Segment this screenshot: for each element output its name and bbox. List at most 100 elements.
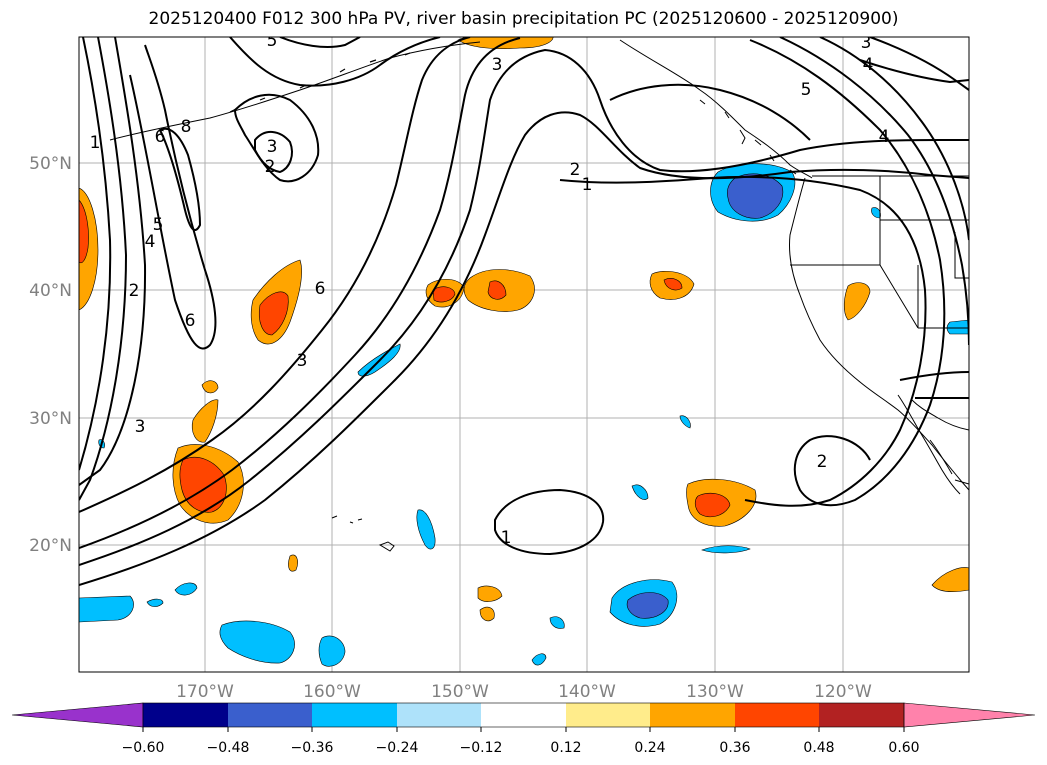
lon-labels: 170°W 160°W 150°W 140°W 130°W 120°W: [176, 682, 872, 702]
contour-label: 8: [181, 117, 192, 137]
neg-region-g: [631, 484, 649, 500]
pos-region-small-d: [288, 554, 298, 572]
contour-label: 3: [297, 351, 308, 371]
aleutian-islands: [229, 52, 411, 113]
contour-label: 3: [135, 417, 146, 437]
colorbar-tick-label: −0.12: [460, 740, 503, 756]
colorbar-segment: [650, 703, 735, 727]
hawaii: [331, 515, 395, 552]
pos-region-streak: [191, 399, 219, 443]
pos-core-142w: [663, 278, 683, 291]
colorbar-tick-label: 0.36: [719, 740, 750, 756]
lat-label: 50°N: [29, 154, 72, 174]
coastlines: [109, 39, 969, 552]
neg-region-m: [871, 207, 881, 219]
contour-far-left-a: [79, 37, 112, 471]
contour-jet-1: [79, 48, 969, 566]
neg-region-b: [318, 635, 346, 667]
mexico-coast: [929, 439, 969, 485]
lat-labels: 50°N 40°N 30°N 20°N: [29, 154, 72, 556]
contour-label: 2: [265, 157, 276, 177]
colorbar-tick-label: −0.24: [376, 740, 419, 756]
pv-contours: [79, 37, 969, 586]
lat-label: 40°N: [29, 281, 72, 301]
pos-region-coast: [843, 282, 871, 321]
contour-ridge-a: [233, 93, 320, 183]
contour-ridge-b: [254, 131, 293, 174]
contour-label: 5: [153, 215, 164, 235]
contour-east-2: [749, 39, 946, 507]
contour-east-3: [869, 37, 969, 91]
contour-label: 5: [267, 31, 278, 51]
contour-label: 2: [129, 281, 140, 301]
pos-core-dateline: [179, 456, 227, 513]
pos-region-north: [457, 37, 554, 50]
pos-core-130w: [694, 493, 731, 517]
contour-jet-4: [79, 37, 471, 513]
aleutian-chain: [109, 41, 481, 141]
baja-peninsula: [897, 394, 961, 495]
contour-label: 3: [492, 55, 503, 75]
contour-label: 4: [863, 55, 874, 75]
colorbar-tick-label: −0.60: [122, 740, 165, 756]
lon-label: 150°W: [431, 682, 489, 702]
precip-shading: [79, 37, 969, 667]
colorbar-segment: [312, 703, 397, 727]
contour-pacnw-loop: [609, 83, 811, 141]
colorbar-tick-label: 0.24: [634, 740, 665, 756]
contour-trough-8: [158, 127, 202, 231]
gulf-of-california: [911, 399, 969, 431]
contour-north-5: [279, 37, 361, 48]
lon-label: 120°W: [814, 682, 872, 702]
colorbar-tick-label: 0.12: [550, 740, 581, 756]
colorbar-frame: [142, 702, 905, 728]
contour-label: 6: [315, 279, 326, 299]
colorbar-segment: [143, 703, 228, 727]
pos-core-150w-a: [432, 286, 456, 303]
contour-inner-trough: [129, 44, 217, 350]
colorbar-arrow-left: [11, 702, 144, 728]
alaska-coast: [619, 39, 813, 179]
contour-far-left-c: [79, 37, 147, 486]
colorbar-segment: [397, 703, 482, 727]
contour-label: 3: [861, 33, 872, 53]
colorbar-tick-label: −0.48: [207, 740, 250, 756]
colorbar-arrow-right: [903, 702, 1036, 728]
contour-east-4: [819, 37, 969, 241]
lon-label: 140°W: [558, 682, 616, 702]
neg-region-j: [531, 653, 547, 666]
contour-label: 2: [570, 160, 581, 180]
map-frame: [78, 36, 970, 673]
colorbar-tick-label: −0.36: [291, 740, 334, 756]
contour-east-5: [779, 37, 969, 346]
pos-region-small-b: [477, 585, 503, 602]
pos-region-small-a: [201, 380, 219, 394]
colorbar-segment: [735, 703, 820, 727]
contour-label: 1: [501, 528, 512, 548]
colorbar-tick-label: 0.48: [803, 740, 834, 756]
neg-region-sw: [79, 595, 134, 623]
north-america-coast: [789, 177, 969, 491]
contour-label: 5: [801, 80, 812, 100]
pos-region-small-c: [479, 606, 495, 622]
contour-label: 6: [155, 127, 166, 147]
neg-core-subtropic: [626, 592, 669, 619]
colorbar-segment: [566, 703, 651, 727]
contour-far-left-b: [79, 37, 128, 501]
contour-label: 1: [90, 133, 101, 153]
colorbar-tick-label: 0.60: [888, 740, 919, 756]
lon-label: 170°W: [176, 682, 234, 702]
contour-label: 4: [879, 127, 890, 147]
contour-central-1: [559, 175, 927, 507]
lon-label: 130°W: [686, 682, 744, 702]
neg-region-e: [174, 582, 198, 596]
pos-core-150w-b: [487, 280, 507, 300]
neg-region-f: [146, 598, 164, 607]
colorbar-segment: [228, 703, 313, 727]
lat-label: 30°N: [29, 409, 72, 429]
contour-labels: 5 3 3 4 5 4 1 6 8 3 2 5 4 2 6 3 6 3 2 1: [90, 31, 890, 548]
pos-core-left-edge: [79, 199, 89, 264]
neg-region-h: [701, 545, 751, 554]
